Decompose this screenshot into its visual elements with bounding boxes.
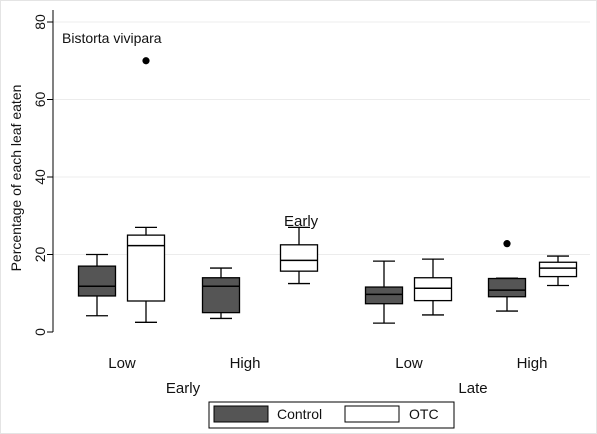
y-tick-label: 20 [32,247,48,263]
iqr-box [201,277,241,314]
box-marks [77,57,578,324]
iqr-box [538,261,578,278]
box-control-1 [77,253,117,317]
x-group-label: Late [458,380,487,397]
x-tick-label: High [230,355,261,372]
box-otc-2 [279,226,319,285]
legend-swatch-otc [344,405,400,423]
outlier-point [503,240,511,248]
box-control-3 [364,260,404,324]
y-axis-ticks: 0 20 40 60 80 [32,14,53,336]
box-otc-1 [126,57,166,323]
y-tick-label: 80 [32,14,48,30]
panel-label: Bistorta vivipara [62,30,162,46]
box-control-4 [487,240,527,312]
y-tick-label: 60 [32,92,48,108]
outlier-point [142,57,150,65]
iqr-box [364,286,404,305]
iqr-box [77,265,117,297]
y-axis-title: Percentage of each leaf eaten [8,85,24,272]
x-tick-label: High [517,355,548,372]
x-axis-labels: Low High Early Low High Late [108,355,547,397]
iqr-box [279,244,319,272]
legend-swatch-control [213,405,269,423]
annotation-label: Early [284,213,319,230]
iqr-box [413,277,453,302]
box-control-2 [201,267,241,320]
box-otc-4 [538,255,578,287]
legend: Control OTC [208,401,455,429]
iqr-box [487,277,527,298]
box-otc-3 [413,258,453,316]
x-tick-label: Low [108,355,136,372]
legend-label-otc: OTC [409,406,439,422]
y-tick-label: 40 [32,169,48,185]
y-tick-label: 0 [32,328,48,336]
x-group-label: Early [166,380,201,397]
x-tick-label: Low [395,355,423,372]
legend-label-control: Control [277,406,322,422]
